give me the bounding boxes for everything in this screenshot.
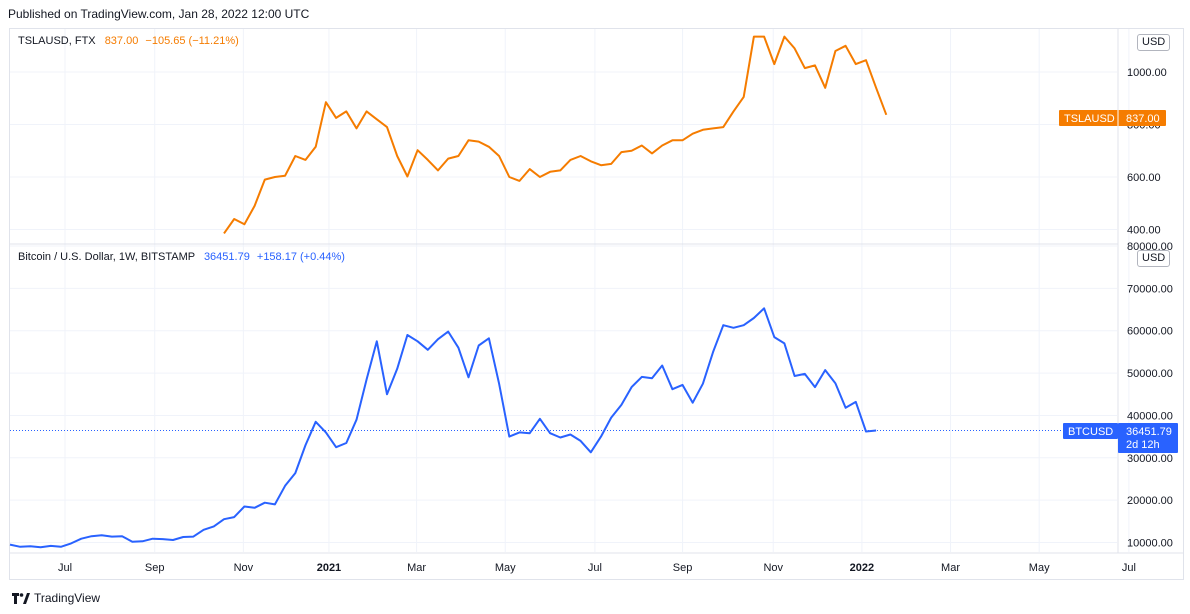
- tsla-series-line: [223, 35, 888, 234]
- tsla-legend-price: 837.00: [104, 35, 139, 47]
- btc-currency-button[interactable]: USD: [1137, 250, 1171, 267]
- tradingview-logo[interactable]: TradingView: [12, 591, 100, 605]
- tsla-price-tick-label: 600.00: [1127, 172, 1161, 184]
- time-tick-label: 2022: [850, 562, 874, 574]
- btc-legend-price: 36451.79: [203, 251, 250, 263]
- tsla-price-tick-label: 400.00: [1127, 225, 1161, 237]
- time-tick-label: Nov: [763, 562, 783, 574]
- chart-frame: [9, 28, 1184, 580]
- btc-price-tick-label: 30000.00: [1127, 453, 1173, 465]
- time-tick-label: Jul: [588, 562, 602, 574]
- btc-tag-price: 36451.79: [1126, 426, 1172, 438]
- time-tick-label: Jul: [58, 562, 72, 574]
- tradingview-brand: TradingView: [34, 591, 101, 605]
- time-tick-label: Mar: [407, 562, 426, 574]
- btc-legend: Bitcoin / U.S. Dollar, 1W, BITSTAMP 3645…: [18, 251, 345, 263]
- time-tick-label: Jul: [1122, 562, 1136, 574]
- tsla-legend: TSLAUSD, FTX 837.00 −105.65 (−11.21%): [18, 35, 239, 47]
- tradingview-logo-icon: [12, 592, 30, 604]
- btc-price-tag: BTCUSD 36451.79 2d 12h: [1063, 423, 1178, 453]
- tsla-tag-price: 837.00: [1126, 113, 1160, 125]
- tsla-currency-button[interactable]: USD: [1137, 34, 1171, 51]
- time-tick-label: May: [495, 562, 516, 574]
- time-axis: Jul Sep Nov 2021 Mar May Jul Sep Nov 2022 Mar May Ju…: [58, 562, 1136, 574]
- btc-price-tick-label: 60000.00: [1127, 326, 1173, 338]
- time-tick-label: May: [1029, 562, 1050, 574]
- btc-price-tick-label: 20000.00: [1127, 495, 1173, 507]
- time-tick-label: Sep: [145, 562, 165, 574]
- btc-legend-change: +158.17 (+0.44%): [256, 251, 345, 263]
- btc-price-axis: 10000.00 20000.00 30000.00 40000.00 50000.00…: [1127, 241, 1173, 550]
- tsla-price-tag: TSLAUSD 837.00: [1059, 110, 1166, 126]
- tsla-tag-symbol: TSLAUSD: [1064, 113, 1115, 125]
- published-note: Published on TradingView.com, Jan 28, 20…: [8, 7, 310, 21]
- tsla-symbol-label: TSLAUSD, FTX: [18, 35, 96, 47]
- time-tick-label: Mar: [941, 562, 960, 574]
- btc-tag-symbol: BTCUSD: [1068, 426, 1113, 438]
- btc-symbol-label: Bitcoin / U.S. Dollar, 1W, BITSTAMP: [18, 251, 195, 263]
- tsla-legend-change: −105.65 (−11.21%): [145, 35, 239, 47]
- time-tick-label: 2021: [317, 562, 341, 574]
- time-tick-label: Sep: [673, 562, 693, 574]
- btc-series-line: [9, 307, 877, 549]
- btc-price-tick-label: 40000.00: [1127, 410, 1173, 422]
- tsla-price-tick-label: 1000.00: [1127, 67, 1167, 79]
- btc-price-tick-label: 70000.00: [1127, 283, 1173, 295]
- time-tick-label: Nov: [234, 562, 254, 574]
- btc-tag-countdown: 2d 12h: [1126, 439, 1160, 451]
- btc-price-tick-label: 10000.00: [1127, 538, 1173, 550]
- btc-price-tick-label: 50000.00: [1127, 368, 1173, 380]
- grid-lines: [10, 29, 1130, 552]
